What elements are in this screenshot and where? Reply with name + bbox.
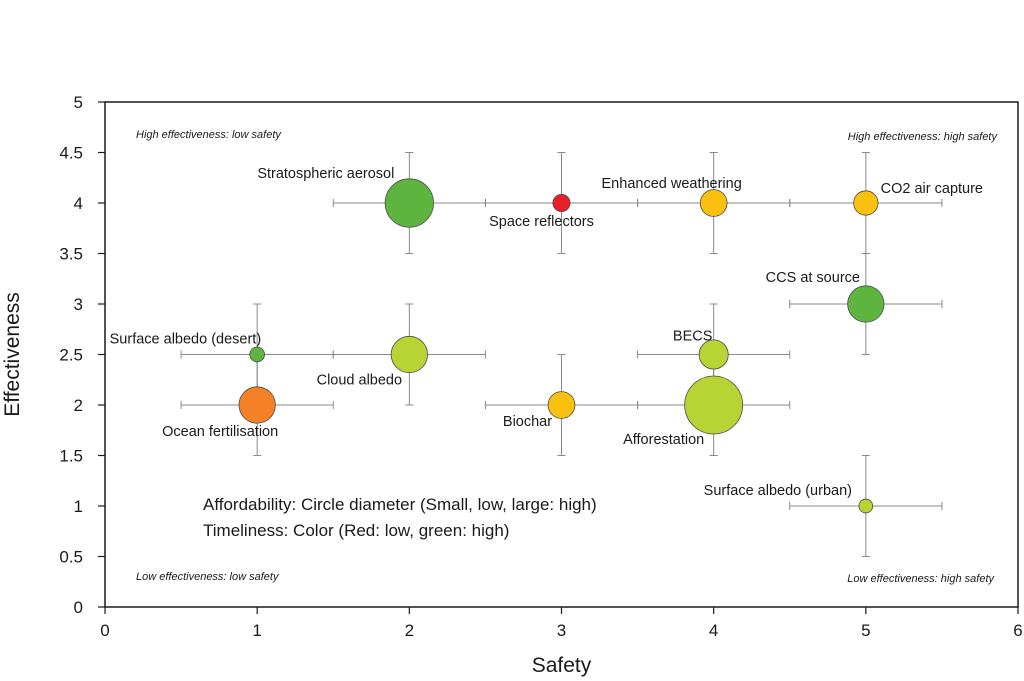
plot-area-frame [104,101,1019,608]
y-tick-label: 0.5 [59,548,83,567]
data-point [552,193,571,212]
point-label: Ocean fertilisation [162,424,278,440]
point-label: CO2 air capture [881,181,983,197]
y-tick-label: 4.5 [59,144,83,163]
annotation-top-right: High effectiveness: high safety [848,131,999,143]
data-point [390,335,428,374]
point-label: Afforestation [623,432,704,448]
data-point [698,339,729,370]
points-layer [238,178,885,514]
point-label: BECS [673,329,713,345]
y-tick-label: 1 [74,497,83,516]
data-point [847,285,885,323]
x-tick-label: 2 [405,621,414,640]
y-tick-label: 2.5 [59,346,83,365]
x-tick-label: 4 [709,621,718,640]
legend-affordability: Affordability: Circle diameter (Small, l… [203,495,597,514]
y-tick-label: 4 [74,194,83,213]
axes-layer: 0 1 2 3 4 5 6 0 0.5 1 1.5 2 2.5 3 3.5 4 4.5 5 [59,93,1022,640]
point-label: Cloud albedo [317,373,402,389]
y-axis-title: Effectiveness [1,292,24,417]
data-point [684,375,744,435]
x-tick-label: 6 [1013,621,1022,640]
point-label: Surface albedo (desert) [110,332,262,348]
y-tick-label: 3.5 [59,245,83,264]
data-point [249,346,265,363]
data-point [238,386,276,424]
annotation-bottom-right: Low effectiveness: high safety [847,573,995,585]
y-tick-label: 2 [74,396,83,415]
x-tick-label: 1 [252,621,261,640]
annotation-top-left: High effectiveness: low safety [136,129,282,141]
data-point [384,178,434,228]
point-label: Biochar [503,414,552,430]
data-point [699,189,728,217]
point-label: Space reflectors [489,214,594,230]
point-label: Enhanced weathering [602,176,742,192]
data-point [547,391,576,419]
point-labels-layer: Stratospheric aerosol Space reflectors Enh… [110,166,983,499]
y-tick-label: 3 [74,295,83,314]
data-point [853,190,879,216]
data-point [858,498,874,514]
y-tick-label: 5 [74,93,83,112]
x-tick-label: 3 [557,621,566,640]
annotation-bottom-left: Low effectiveness: low safety [136,571,280,583]
point-label: Stratospheric aerosol [257,166,394,182]
legend-timeliness: Timeliness: Color (Red: low, green: high… [203,521,509,540]
x-tick-label: 5 [861,621,870,640]
y-tick-label: 1.5 [59,447,83,466]
point-label: CCS at source [766,270,860,286]
x-tick-label: 0 [100,621,109,640]
y-tick-label: 0 [74,598,83,617]
point-label: Surface albedo (urban) [704,483,852,499]
x-axis-title: Safety [532,654,592,677]
